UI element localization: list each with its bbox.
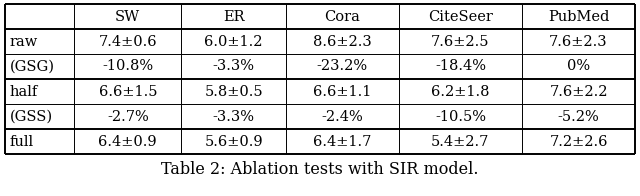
Text: 7.6±2.3: 7.6±2.3 xyxy=(549,34,608,48)
Text: half: half xyxy=(10,84,38,99)
Text: (GSG): (GSG) xyxy=(10,60,55,74)
Text: 0%: 0% xyxy=(567,60,590,74)
Text: 5.8±0.5: 5.8±0.5 xyxy=(204,84,263,99)
Text: raw: raw xyxy=(10,34,38,48)
Text: 7.6±2.2: 7.6±2.2 xyxy=(549,84,608,99)
Text: Table 2: Ablation tests with SIR model.: Table 2: Ablation tests with SIR model. xyxy=(161,162,479,179)
Text: -18.4%: -18.4% xyxy=(435,60,486,74)
Text: 5.4±2.7: 5.4±2.7 xyxy=(431,134,490,149)
Text: 6.4±1.7: 6.4±1.7 xyxy=(313,134,371,149)
Text: full: full xyxy=(10,134,34,149)
Text: -10.5%: -10.5% xyxy=(435,110,486,123)
Text: SW: SW xyxy=(115,9,140,24)
Text: 6.2±1.8: 6.2±1.8 xyxy=(431,84,490,99)
Text: -3.3%: -3.3% xyxy=(212,60,255,74)
Text: -2.7%: -2.7% xyxy=(107,110,148,123)
Text: CiteSeer: CiteSeer xyxy=(428,9,493,24)
Text: 6.6±1.1: 6.6±1.1 xyxy=(313,84,371,99)
Text: 5.6±0.9: 5.6±0.9 xyxy=(204,134,263,149)
Text: -5.2%: -5.2% xyxy=(557,110,600,123)
Text: -2.4%: -2.4% xyxy=(321,110,363,123)
Text: ER: ER xyxy=(223,9,244,24)
Text: 7.6±2.5: 7.6±2.5 xyxy=(431,34,490,48)
Text: PubMed: PubMed xyxy=(548,9,609,24)
Text: 6.4±0.9: 6.4±0.9 xyxy=(99,134,157,149)
Text: -23.2%: -23.2% xyxy=(317,60,368,74)
Text: 8.6±2.3: 8.6±2.3 xyxy=(313,34,372,48)
Text: Cora: Cora xyxy=(324,9,360,24)
Text: (GSS): (GSS) xyxy=(10,110,53,123)
Text: 7.2±2.6: 7.2±2.6 xyxy=(549,134,608,149)
Text: -10.8%: -10.8% xyxy=(102,60,154,74)
Text: -3.3%: -3.3% xyxy=(212,110,255,123)
Text: 6.0±1.2: 6.0±1.2 xyxy=(204,34,263,48)
Text: 6.6±1.5: 6.6±1.5 xyxy=(99,84,157,99)
Text: 7.4±0.6: 7.4±0.6 xyxy=(99,34,157,48)
